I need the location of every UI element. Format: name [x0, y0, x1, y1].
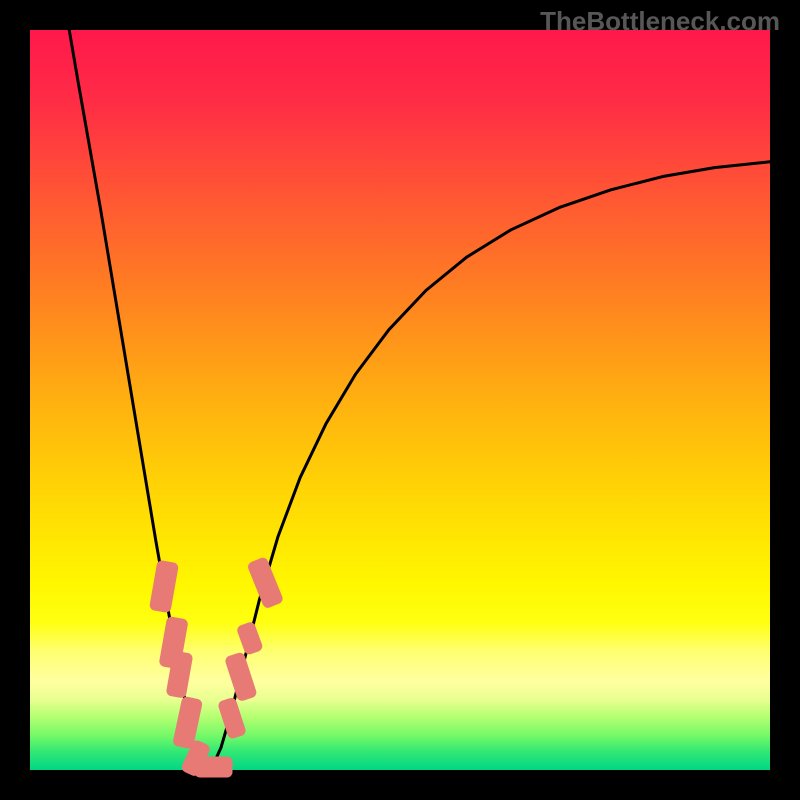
watermark-text: TheBottleneck.com — [540, 6, 780, 37]
curve-marker — [247, 557, 284, 609]
curve-marker — [225, 652, 257, 702]
curve-marker — [236, 621, 263, 655]
curve-marker — [149, 560, 178, 612]
curve-markers — [149, 557, 283, 777]
curve-marker — [195, 757, 232, 777]
curve-layer — [30, 30, 770, 770]
chart-stage: TheBottleneck.com — [0, 0, 800, 800]
plot-area — [30, 30, 770, 770]
curve-marker — [218, 697, 247, 739]
